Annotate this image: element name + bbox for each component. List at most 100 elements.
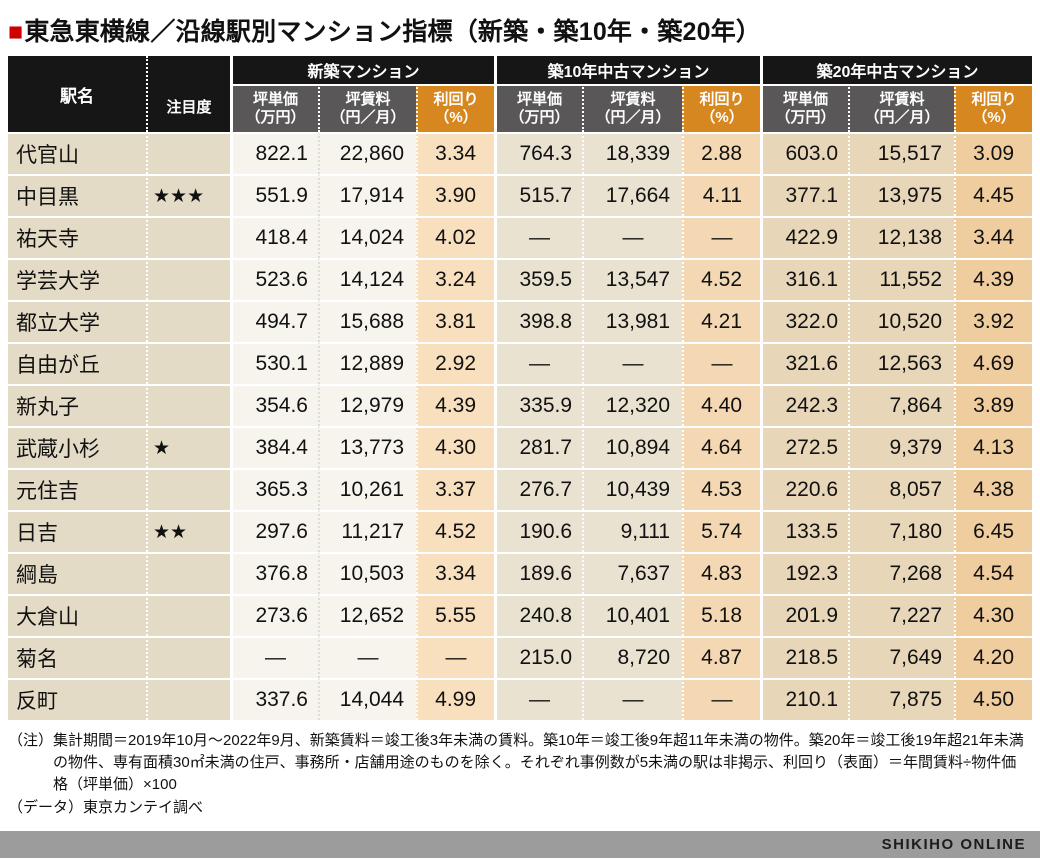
new-price-cell: 551.9 (230, 174, 318, 216)
attention-stars-cell (146, 132, 230, 174)
station-name-cell: 綱島 (8, 552, 146, 594)
subheader-new-yield: 利回り （%） (416, 84, 495, 132)
used10-yield-cell: 4.64 (682, 426, 761, 468)
used10-price-cell: 764.3 (494, 132, 583, 174)
used20-rent-cell: 7,227 (848, 594, 955, 636)
used10-rent-cell: 10,439 (582, 468, 683, 510)
new-price-cell: 822.1 (230, 132, 318, 174)
new-yield-cell: 3.81 (416, 300, 495, 342)
attention-stars-cell (146, 678, 230, 720)
station-name-cell: 代官山 (8, 132, 146, 174)
subheader-used20-yield: 利回り （%） (954, 84, 1033, 132)
table-row: 綱島 376.8 10,503 3.34 189.6 7,637 4.83 192.3 7,26… (8, 552, 1033, 594)
new-rent-cell: 17,914 (318, 174, 416, 216)
table-row: 大倉山 273.6 12,652 5.55 240.8 10,401 5.18 201.9 7,… (8, 594, 1033, 636)
used10-price-cell: 189.6 (494, 552, 583, 594)
corner-inner: 駅名 注目度 (8, 56, 230, 132)
used10-price-cell: — (494, 216, 583, 258)
new-rent-cell: 14,044 (318, 678, 416, 720)
used10-rent-cell: 9,111 (582, 510, 683, 552)
used20-price-cell: 603.0 (760, 132, 849, 174)
used20-price-cell: 316.1 (760, 258, 849, 300)
used10-yield-cell: 4.83 (682, 552, 761, 594)
new-yield-cell: 4.99 (416, 678, 495, 720)
table-row: 日吉 ★★ 297.6 11,217 4.52 190.6 9,111 5.74 133.5 7,… (8, 510, 1033, 552)
station-name-cell: 学芸大学 (8, 258, 146, 300)
used20-rent-cell: 7,864 (848, 384, 955, 426)
used10-rent-cell: 7,637 (582, 552, 683, 594)
page-title: ■東急東横線／沿線駅別マンション指標（新築・築10年・築20年） (0, 0, 1040, 56)
page-title-text: 東急東横線／沿線駅別マンション指標（新築・築10年・築20年） (24, 18, 762, 46)
sub-header-row: 坪単価 （万円） 坪賃料 （円／月） 利回り （%） 坪単価 （万円） 坪賃料 … (8, 84, 1033, 132)
new-yield-cell: — (416, 636, 495, 678)
new-yield-cell: 3.24 (416, 258, 495, 300)
new-rent-cell: 11,217 (318, 510, 416, 552)
used20-price-cell: 210.1 (760, 678, 849, 720)
attention-stars-cell: ★★ (146, 510, 230, 552)
table-row: 都立大学 494.7 15,688 3.81 398.8 13,981 4.21 322.0 1… (8, 300, 1033, 342)
attention-column-header: 注目度 (146, 56, 230, 132)
subheader-used20-price: 坪単価 （万円） (760, 84, 849, 132)
used10-rent-cell: — (582, 216, 683, 258)
group-header-used20: 築20年中古マンション (760, 56, 1033, 84)
used10-price-cell: 515.7 (494, 174, 583, 216)
new-price-cell: 273.6 (230, 594, 318, 636)
used10-yield-cell: 5.74 (682, 510, 761, 552)
used10-price-cell: 281.7 (494, 426, 583, 468)
used10-price-cell: — (494, 678, 583, 720)
new-rent-cell: 15,688 (318, 300, 416, 342)
station-name-cell: 自由が丘 (8, 342, 146, 384)
used20-price-cell: 322.0 (760, 300, 849, 342)
station-name-cell: 都立大学 (8, 300, 146, 342)
attention-stars-cell (146, 636, 230, 678)
new-rent-cell: — (318, 636, 416, 678)
station-name-cell: 元住吉 (8, 468, 146, 510)
used20-price-cell: 377.1 (760, 174, 849, 216)
station-name-cell: 日吉 (8, 510, 146, 552)
subheader-used10-rent: 坪賃料 （円／月） (582, 84, 683, 132)
new-rent-cell: 14,124 (318, 258, 416, 300)
new-price-cell: 494.7 (230, 300, 318, 342)
attention-stars-cell (146, 300, 230, 342)
used10-rent-cell: 13,981 (582, 300, 683, 342)
new-rent-cell: 13,773 (318, 426, 416, 468)
used20-yield-cell: 4.20 (954, 636, 1033, 678)
used10-rent-cell: 17,664 (582, 174, 683, 216)
used10-rent-cell: — (582, 342, 683, 384)
new-rent-cell: 14,024 (318, 216, 416, 258)
table-body: 代官山 822.1 22,860 3.34 764.3 18,339 2.88 603.0 15… (8, 132, 1033, 720)
used20-price-cell: 133.5 (760, 510, 849, 552)
title-red-square-icon: ■ (8, 18, 24, 46)
table-row: 元住吉 365.3 10,261 3.37 276.7 10,439 4.53 220.6 8,… (8, 468, 1033, 510)
used20-yield-cell: 4.30 (954, 594, 1033, 636)
station-name-cell: 武蔵小杉 (8, 426, 146, 468)
used20-price-cell: 218.5 (760, 636, 849, 678)
attention-stars-cell (146, 216, 230, 258)
new-price-cell: 376.8 (230, 552, 318, 594)
attention-stars-cell (146, 594, 230, 636)
used20-yield-cell: 6.45 (954, 510, 1033, 552)
used20-rent-cell: 7,875 (848, 678, 955, 720)
used20-yield-cell: 3.44 (954, 216, 1033, 258)
new-yield-cell: 3.34 (416, 132, 495, 174)
used20-rent-cell: 10,520 (848, 300, 955, 342)
corner-header-cell: 駅名 注目度 (8, 56, 230, 132)
station-name-cell: 大倉山 (8, 594, 146, 636)
used20-rent-cell: 7,180 (848, 510, 955, 552)
used10-yield-cell: 4.53 (682, 468, 761, 510)
station-name-cell: 新丸子 (8, 384, 146, 426)
table-row: 新丸子 354.6 12,979 4.39 335.9 12,320 4.40 242.3 7,… (8, 384, 1033, 426)
subheader-used20-rent: 坪賃料 （円／月） (848, 84, 955, 132)
used10-price-cell: 335.9 (494, 384, 583, 426)
subheader-new-price: 坪単価 （万円） (230, 84, 318, 132)
used10-yield-cell: 4.87 (682, 636, 761, 678)
new-price-cell: 418.4 (230, 216, 318, 258)
used20-rent-cell: 8,057 (848, 468, 955, 510)
new-rent-cell: 22,860 (318, 132, 416, 174)
table-row: 反町 337.6 14,044 4.99— — —210.1 7,875 4.50 (8, 678, 1033, 720)
new-price-cell: 337.6 (230, 678, 318, 720)
new-price-cell: 365.3 (230, 468, 318, 510)
used10-rent-cell: 13,547 (582, 258, 683, 300)
used20-rent-cell: 7,268 (848, 552, 955, 594)
